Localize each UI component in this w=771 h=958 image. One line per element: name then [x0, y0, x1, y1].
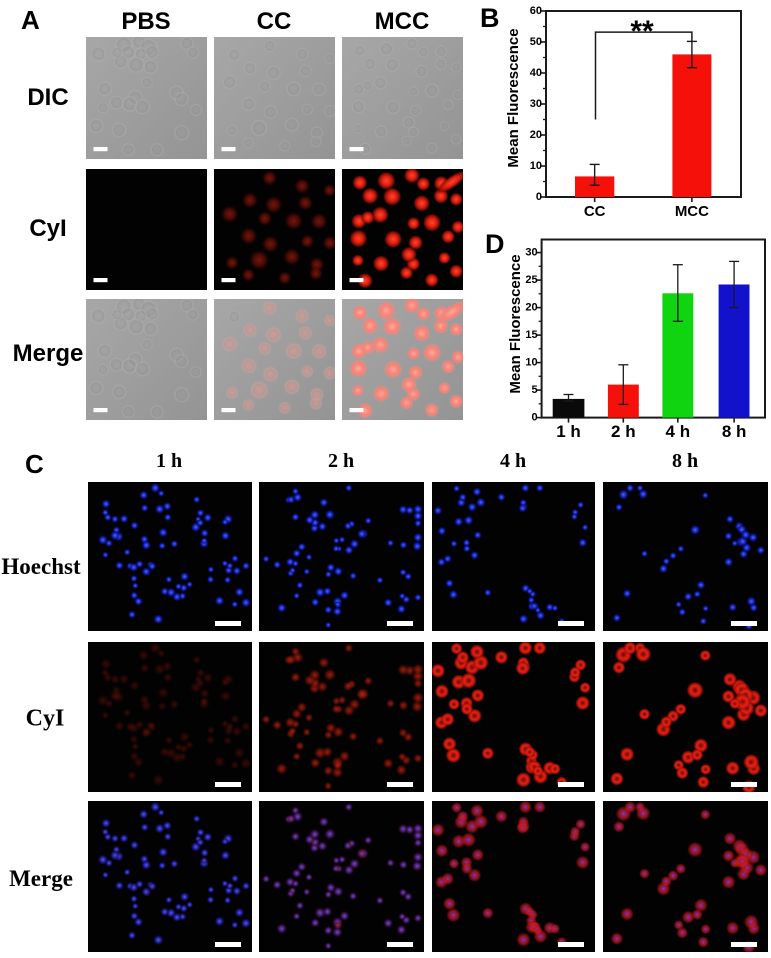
svg-text:25: 25 [525, 274, 537, 286]
svg-text:20: 20 [530, 129, 542, 141]
svg-text:10: 10 [530, 160, 542, 172]
svg-text:10: 10 [525, 357, 537, 369]
svg-text:Mean Fluorescence: Mean Fluorescence [507, 254, 524, 393]
svg-text:60: 60 [530, 5, 542, 17]
svg-text:**: ** [630, 15, 654, 48]
svg-text:8 h: 8 h [722, 422, 747, 441]
svg-text:1 h: 1 h [556, 422, 581, 441]
svg-text:2 h: 2 h [611, 422, 636, 441]
svg-text:20: 20 [525, 302, 537, 314]
svg-text:30: 30 [525, 247, 537, 259]
svg-text:15: 15 [525, 329, 537, 341]
svg-text:5: 5 [531, 384, 537, 396]
svg-text:50: 50 [530, 36, 542, 48]
svg-text:40: 40 [530, 67, 542, 79]
svg-text:Mean Fluorescence: Mean Fluorescence [505, 28, 522, 167]
svg-text:30: 30 [530, 98, 542, 110]
svg-text:CC: CC [584, 203, 606, 220]
svg-text:0: 0 [531, 412, 537, 424]
svg-text:0: 0 [536, 191, 542, 203]
svg-text:4 h: 4 h [666, 422, 691, 441]
svg-text:MCC: MCC [675, 203, 709, 220]
